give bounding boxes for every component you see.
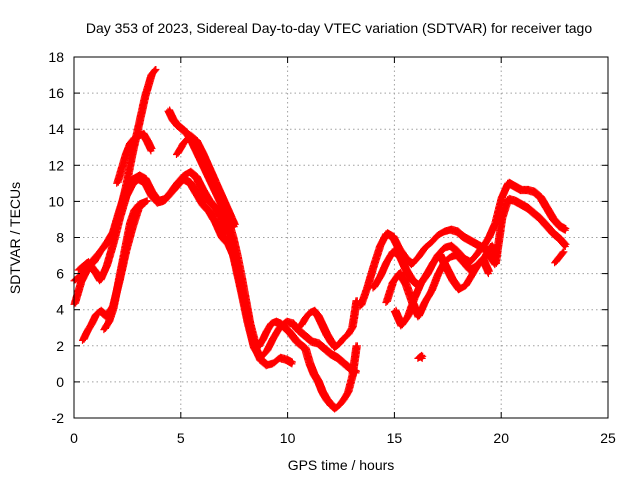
- series-track-e: [100, 197, 151, 334]
- series-track-n: [414, 351, 427, 362]
- x-tick-label: 0: [70, 430, 78, 446]
- series-markers: [390, 241, 502, 330]
- y-tick-label: 8: [56, 230, 64, 246]
- y-tick-label: -2: [52, 410, 65, 426]
- x-tick-label: 20: [493, 430, 509, 446]
- x-tick-labels: 0 5 10 15 20 25: [70, 430, 616, 446]
- data-markers: [70, 66, 570, 413]
- series-markers: [551, 248, 568, 267]
- y-tick-label: 14: [48, 121, 64, 137]
- series-markers: [356, 178, 570, 310]
- y-axis-label: SDTVAR / TECUs: [7, 182, 23, 294]
- series-track-f: [113, 129, 156, 187]
- series-track-m: [390, 241, 502, 330]
- y-tick-label: 18: [48, 49, 64, 65]
- series-markers: [173, 131, 239, 231]
- series-markers: [296, 297, 361, 352]
- series-markers: [113, 129, 156, 187]
- y-tick-label: 16: [48, 85, 64, 101]
- series-markers: [164, 106, 361, 413]
- series-track-h: [173, 131, 239, 231]
- x-tick-label: 5: [177, 430, 185, 446]
- y-tick-label: 12: [48, 157, 64, 173]
- series-track-i: [296, 297, 361, 352]
- y-tick-labels: -2 0 2 4 6 8 10 12 14 16 18: [48, 49, 64, 426]
- y-tick-label: 2: [56, 338, 64, 354]
- y-tick-label: 10: [48, 193, 64, 209]
- y-tick-label: 4: [56, 302, 64, 318]
- y-tick-label: 0: [56, 374, 64, 390]
- axis-ticks: [73, 56, 609, 419]
- x-axis-label: GPS time / hours: [288, 457, 395, 473]
- series-markers: [414, 351, 427, 362]
- series-track-g: [164, 106, 361, 413]
- chart-title: Day 353 of 2023, Sidereal Day-to-day VTE…: [86, 20, 593, 36]
- series-track-o: [551, 248, 568, 267]
- x-tick-label: 15: [387, 430, 403, 446]
- series-track-j: [356, 178, 570, 310]
- y-tick-label: 6: [56, 266, 64, 282]
- x-tick-label: 10: [280, 430, 296, 446]
- series-markers: [100, 197, 151, 334]
- x-tick-label: 25: [600, 430, 616, 446]
